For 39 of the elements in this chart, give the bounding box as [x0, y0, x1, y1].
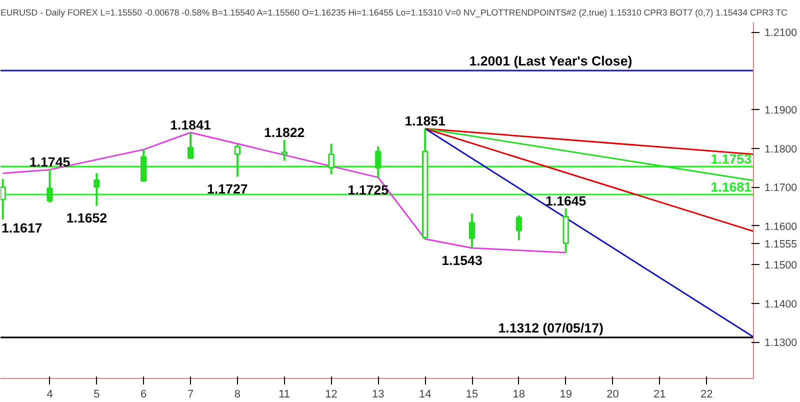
x-tick-label: 19 [560, 388, 572, 400]
y-tick-label: 1.1600 [764, 220, 798, 233]
annotation: 1.1851 [404, 114, 446, 129]
annotation: 1.1745 [29, 154, 71, 170]
ref-line-label: 1.2001 (Last Year's Close) [469, 54, 632, 69]
chart-title: EURUSD - Daily FOREX L=1.15550 -0.00678 -0.58% B=1.15540 A=1.15560 O=1.16235 Hi=1.16455 Lo=1.15310 V=0 NV_PLOTTRENDPOINTS#2 (2,true) 1.15310 CPR3 BOT7 (0,7) 1.15434 CPR3 TC [0, 8, 788, 18]
y-tick-label: 1.1300 [764, 337, 798, 350]
x-tick-label: 7 [187, 388, 194, 400]
annotation: 1.1822 [264, 124, 305, 140]
annotation: 1.1543 [442, 252, 482, 268]
y-tick-label: 1.1800 [764, 143, 798, 156]
x-tick-label: 15 [466, 388, 478, 400]
y-tick-label: 1.1900 [764, 104, 798, 117]
y-tick-label: 1.1500 [764, 260, 798, 272]
annotation: 1.1841 [170, 118, 212, 133]
annotation: 1.1617 [2, 220, 42, 236]
x-tick-label: 20 [606, 388, 619, 400]
x-tick-label: 12 [325, 388, 338, 400]
y-tick-label: 1.2100 [764, 27, 798, 40]
y-tick-label: 1.1400 [764, 298, 798, 310]
x-tick-label: 8 [234, 388, 240, 400]
annotation: 1.1645 [545, 193, 587, 208]
ref-line-label: 1.1312 (07/05/17) [498, 320, 604, 336]
x-tick-label: 13 [372, 388, 384, 400]
x-tick-label: 5 [94, 388, 100, 400]
x-tick-label: 11 [278, 388, 290, 400]
annotation: 1.1727 [207, 182, 248, 197]
x-tick-label: 21 [654, 388, 666, 400]
annotation: 1.1652 [66, 210, 108, 226]
ref-line-label: 1.1753 [710, 152, 752, 167]
x-tick-label: 18 [512, 388, 526, 400]
ref-line-label: 1.1681 [710, 179, 752, 194]
y-tick-label: 1.1700 [764, 182, 798, 194]
y-tick-label: 1.1555 [764, 238, 798, 250]
x-tick-label: 14 [418, 388, 432, 400]
x-tick-label: 4 [46, 388, 53, 400]
x-tick-label: 6 [140, 388, 147, 400]
annotation: 1.1725 [348, 182, 390, 198]
x-tick-label: 22 [700, 388, 713, 400]
